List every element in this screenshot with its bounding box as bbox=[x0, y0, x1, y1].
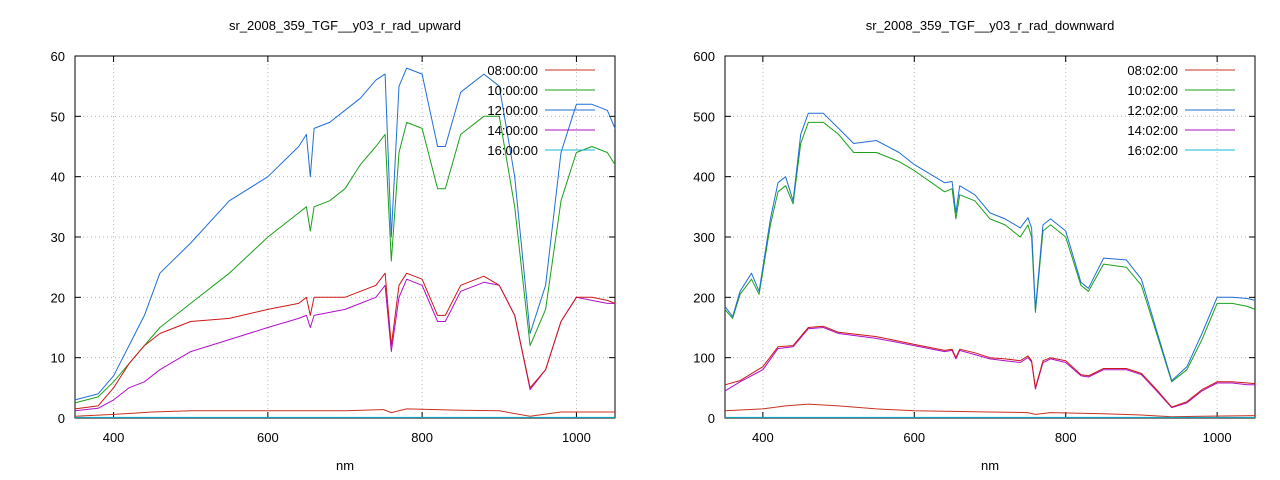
chart1-series-line-3 bbox=[74, 278, 615, 412]
chart1-xlabel: nm bbox=[336, 458, 354, 473]
chart2-series-line-3 bbox=[724, 327, 1255, 409]
chart2-ytick-label-2: 200 bbox=[693, 290, 715, 305]
chart1-legend-label-1: 10:00:00 bbox=[487, 83, 538, 98]
chart1-xtick-label-2: 800 bbox=[411, 430, 433, 445]
chart2-series-line-5 bbox=[724, 325, 1256, 408]
chart2-series-line-0 bbox=[724, 403, 1256, 418]
chart2-title: sr_2008_359_TGF__y03_r_rad_downward bbox=[866, 18, 1115, 33]
chart1-xtick-label-1: 600 bbox=[257, 430, 279, 445]
chart1-series-line-5 bbox=[74, 272, 616, 410]
chart1-ytick-label-3: 30 bbox=[51, 230, 65, 245]
chart1-ytick-label-1: 10 bbox=[51, 351, 65, 366]
chart2-ytick-label-4: 400 bbox=[693, 170, 715, 185]
chart1-series-line-2 bbox=[74, 67, 616, 401]
chart1-ytick-label-4: 40 bbox=[51, 170, 65, 185]
chart2-xtick-label-3: 1000 bbox=[1203, 430, 1232, 445]
chart1-legend-label-3: 14:00:00 bbox=[487, 123, 538, 138]
chart1-legend-label-0: 08:00:00 bbox=[487, 63, 538, 78]
chart2-ytick-label-6: 600 bbox=[693, 49, 715, 64]
chart2-ytick-label-0: 0 bbox=[708, 411, 715, 426]
chart1-ytick-label-2: 20 bbox=[51, 290, 65, 305]
chart2-ytick-label-5: 500 bbox=[693, 109, 715, 124]
chart2-series-line-1 bbox=[724, 121, 1256, 383]
chart1-series-line-1 bbox=[74, 115, 616, 404]
chart1-xtick-label-3: 1000 bbox=[562, 430, 591, 445]
chart2-ytick-label-1: 100 bbox=[693, 351, 715, 366]
chart2-legend-label-1: 10:02:00 bbox=[1127, 83, 1178, 98]
chart2-xlabel: nm bbox=[981, 458, 999, 473]
chart2-legend-label-4: 16:02:00 bbox=[1127, 143, 1178, 158]
chart1-ytick-label-6: 60 bbox=[51, 49, 65, 64]
chart2-ytick-label-3: 300 bbox=[693, 230, 715, 245]
chart2-xtick-label-1: 600 bbox=[903, 430, 925, 445]
chart2-xtick-label-0: 400 bbox=[752, 430, 774, 445]
chart2-xtick-label-2: 800 bbox=[1055, 430, 1077, 445]
chart1-ytick-label-0: 0 bbox=[58, 411, 65, 426]
chart1-series-line-0 bbox=[74, 408, 615, 417]
chart2-legend-label-0: 08:02:00 bbox=[1127, 63, 1178, 78]
chart1-legend-label-2: 12:00:00 bbox=[487, 103, 538, 118]
chart1-legend-label-4: 16:00:00 bbox=[487, 143, 538, 158]
chart2-series-line-2 bbox=[724, 112, 1256, 382]
chart2-legend-label-2: 12:02:00 bbox=[1127, 103, 1178, 118]
chart1-ytick-label-5: 50 bbox=[51, 109, 65, 124]
chart1-xtick-label-0: 400 bbox=[103, 430, 125, 445]
chart1-title: sr_2008_359_TGF__y03_r_rad_upward bbox=[229, 18, 461, 33]
chart2-legend-label-3: 14:02:00 bbox=[1127, 123, 1178, 138]
